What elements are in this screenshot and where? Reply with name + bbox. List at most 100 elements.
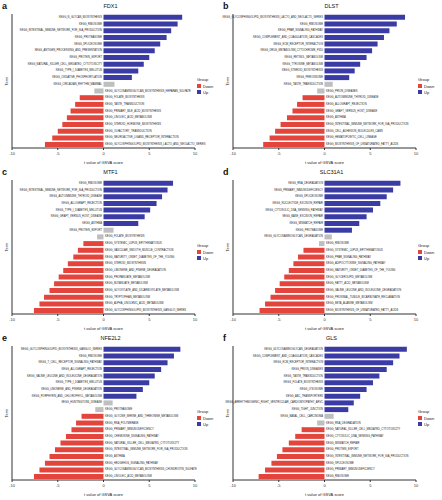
svg-text:KEGG_TYPE_I_DIABETES_MELLITUS: KEGG_TYPE_I_DIABETES_MELLITUS <box>56 68 103 72</box>
svg-text:-10: -10 <box>230 483 237 488</box>
svg-text:KEGG_DRUG_METABOLISM_CYTOCHROM: KEGG_DRUG_METABOLISM_CYTOCHROME_P450 <box>261 48 324 52</box>
svg-text:KEGG_ARRHYTHMOGENIC_RIGHT_VENT: KEGG_ARRHYTHMOGENIC_RIGHT_VENTRICULAR_CA… <box>226 400 324 404</box>
svg-text:Down: Down <box>203 250 213 255</box>
svg-text:Up: Up <box>203 90 209 95</box>
svg-text:Term: Term <box>225 408 230 418</box>
svg-text:Group: Group <box>197 77 209 82</box>
svg-text:-5: -5 <box>56 151 60 156</box>
svg-text:5: 5 <box>369 483 372 488</box>
svg-text:KEGG_ALLOGRAFT_REJECTION: KEGG_ALLOGRAFT_REJECTION <box>61 367 102 371</box>
svg-text:KEGG_NUCLEOTIDE_EXCISION_REPAI: KEGG_NUCLEOTIDE_EXCISION_REPAIR <box>273 201 324 205</box>
svg-text:10: 10 <box>193 151 198 156</box>
svg-text:KEGG_FOLATE_BIOSYNTHESIS: KEGG_FOLATE_BIOSYNTHESIS <box>105 234 145 238</box>
svg-text:KEGG_BUTANOATE_METABOLISM: KEGG_BUTANOATE_METABOLISM <box>105 281 148 285</box>
svg-text:0: 0 <box>102 483 105 488</box>
svg-text:0: 0 <box>323 317 326 322</box>
svg-text:Group: Group <box>197 243 209 248</box>
svg-text:MTF1: MTF1 <box>103 169 117 175</box>
svg-text:KEGG_PROTEASOME: KEGG_PROTEASOME <box>75 35 103 39</box>
svg-text:KEGG_ANTIGEN_PROCESSING_AND_PR: KEGG_ANTIGEN_PROCESSING_AND_PRESENTATION <box>35 48 102 52</box>
svg-text:10: 10 <box>414 483 419 488</box>
svg-text:KEGG_T_CELL_RECEPTOR_SIGNALING: KEGG_T_CELL_RECEPTOR_SIGNALING_PATHWAY <box>39 360 103 364</box>
svg-text:f: f <box>223 333 227 343</box>
svg-text:5: 5 <box>148 317 151 322</box>
svg-text:FDX1: FDX1 <box>103 3 117 9</box>
svg-text:KEGG_ECM_RECEPTOR_INTERACTION: KEGG_ECM_RECEPTOR_INTERACTION <box>273 360 323 364</box>
svg-text:SLC31A1: SLC31A1 <box>320 169 344 175</box>
svg-text:KEGG_AUTOIMMUNE_THYROID_DISEAS: KEGG_AUTOIMMUNE_THYROID_DISEASE <box>326 95 379 99</box>
svg-text:KEGG_MISMATCH_REPAIR: KEGG_MISMATCH_REPAIR <box>290 221 324 225</box>
svg-text:KEGG_TYPE_I_DIABETES_MELLITUS: KEGG_TYPE_I_DIABETES_MELLITUS <box>56 380 103 384</box>
svg-text:KEGG_PRIMARY_IMMUNODEFICIENCY: KEGG_PRIMARY_IMMUNODEFICIENCY <box>274 188 323 192</box>
svg-text:KEGG_CIRCADIAN_RHYTHM_MAMMAL: KEGG_CIRCADIAN_RHYTHM_MAMMAL <box>53 82 102 86</box>
svg-text:KEGG_SPLICEOSOME: KEGG_SPLICEOSOME <box>326 461 354 465</box>
svg-text:KEGG_SYSTEMIC_LUPUS_ERYTHEMATO: KEGG_SYSTEMIC_LUPUS_ERYTHEMATOSUS <box>326 248 383 252</box>
svg-text:KEGG_ALPHA_LINOLENIC_ACID_META: KEGG_ALPHA_LINOLENIC_ACID_METABOLISM <box>105 301 163 305</box>
svg-text:-5: -5 <box>56 317 60 322</box>
svg-text:KEGG_RETINOL_METABOLISM: KEGG_RETINOL_METABOLISM <box>285 55 323 59</box>
svg-text:KEGG_TASTE_TRANSDUCTION: KEGG_TASTE_TRANSDUCTION <box>284 82 323 86</box>
svg-text:KEGG_VASCULAR_SMOOTH_MUSCLE_CO: KEGG_VASCULAR_SMOOTH_MUSCLE_CONTRACTION <box>105 248 173 252</box>
svg-text:t value of GSVA score: t value of GSVA score <box>305 160 345 165</box>
svg-text:KEGG_GLYCOSAMINOGLYCAN_BIOSYNT: KEGG_GLYCOSAMINOGLYCAN_BIOSYNTHESIS_HEPA… <box>105 89 191 93</box>
svg-text:0: 0 <box>102 317 105 322</box>
svg-text:KEGG_SPLICEOSOME: KEGG_SPLICEOSOME <box>74 42 102 46</box>
svg-text:-5: -5 <box>277 483 281 488</box>
svg-text:KEGG_BETA_ALANINE_METABOLISM: KEGG_BETA_ALANINE_METABOLISM <box>326 301 372 305</box>
svg-text:KEGG_GLYCOSPHINGOLIPID_BIOSYNT: KEGG_GLYCOSPHINGOLIPID_BIOSYNTHESIS_LACT… <box>223 15 324 19</box>
svg-text:KEGG_NATURAL_KILLER_CELL_MEDIA: KEGG_NATURAL_KILLER_CELL_MEDIATED_CYTOTO… <box>326 427 401 431</box>
svg-text:-5: -5 <box>56 483 60 488</box>
svg-text:KEGG_LYSOSOME: KEGG_LYSOSOME <box>300 387 324 391</box>
svg-text:KEGG_BIOSYNTHESIS_OF_UNSATURAT: KEGG_BIOSYNTHESIS_OF_UNSATURATED_FATTY_A… <box>326 142 399 146</box>
svg-text:KEGG_RNA_DEGRADATION: KEGG_RNA_DEGRADATION <box>326 421 361 425</box>
svg-text:KEGG_PRION_DISEASES: KEGG_PRION_DISEASES <box>291 367 323 371</box>
svg-text:KEGG_INTESTINAL_IMMUNE_NETWORK: KEGG_INTESTINAL_IMMUNE_NETWORK_FOR_IGA_P… <box>20 188 102 192</box>
svg-text:KEGG_GLYCOSAMINOGLYCAN_DEGRADA: KEGG_GLYCOSAMINOGLYCAN_DEGRADATION <box>264 234 323 238</box>
svg-text:Down: Down <box>424 416 434 421</box>
svg-text:Term: Term <box>8 242 9 252</box>
svg-text:KEGG_RIBOSOME: KEGG_RIBOSOME <box>79 22 102 26</box>
svg-text:KEGG_STEROID_HORMONE_BIOSYNTHE: KEGG_STEROID_HORMONE_BIOSYNTHESIS <box>105 122 161 126</box>
svg-text:KEGG_COMPLEMENT_AND_COAGULATIO: KEGG_COMPLEMENT_AND_COAGULATION_CASCADES <box>253 354 323 358</box>
svg-text:KEGG_VALINE_LEUCINE_AND_ISOLEU: KEGG_VALINE_LEUCINE_AND_ISOLEUCINE_DEGRA… <box>27 374 102 378</box>
svg-text:0: 0 <box>323 483 326 488</box>
svg-text:KEGG_PEROXISOME: KEGG_PEROXISOME <box>297 75 324 79</box>
svg-text:KEGG_FATTY_ACID_METABOLISM: KEGG_FATTY_ACID_METABOLISM <box>326 281 369 285</box>
svg-text:KEGG_MATURITY_ONSET_DIABETES_O: KEGG_MATURITY_ONSET_DIABETES_OF_THE_YOUN… <box>105 255 174 259</box>
svg-text:Down: Down <box>203 84 213 89</box>
svg-text:KEGG_PROPANOATE_METABOLISM: KEGG_PROPANOATE_METABOLISM <box>105 275 150 279</box>
svg-text:-10: -10 <box>230 317 237 322</box>
svg-text:KEGG_GLYOXYLATE_AND_DICARBOXYL: KEGG_GLYOXYLATE_AND_DICARBOXYLATE_METABO… <box>105 288 179 292</box>
svg-text:Term: Term <box>225 76 230 86</box>
svg-text:KEGG_PROTEASOME: KEGG_PROTEASOME <box>105 407 133 411</box>
svg-text:KEGG_BASE_EXCISION_REPAIR: KEGG_BASE_EXCISION_REPAIR <box>282 214 323 218</box>
svg-text:0: 0 <box>323 151 326 156</box>
svg-text:-10: -10 <box>230 151 237 156</box>
svg-text:KEGG_TASTE_TRANSDUCTION: KEGG_TASTE_TRANSDUCTION <box>105 102 144 106</box>
svg-text:KEGG_GLYCEROLIPID_METABOLISM: KEGG_GLYCEROLIPID_METABOLISM <box>326 275 372 279</box>
svg-text:Up: Up <box>424 256 430 261</box>
svg-text:KEGG_RIBOSOME: KEGG_RIBOSOME <box>79 181 102 185</box>
svg-text:KEGG_INTESTINAL_IMMUNE_NETWORK: KEGG_INTESTINAL_IMMUNE_NETWORK_FOR_IGA_P… <box>20 28 102 32</box>
svg-text:KEGG_RIBOSOME: KEGG_RIBOSOME <box>326 474 349 478</box>
svg-text:KEGG_GLYCOSAMINOGLYCAN_DEGRADA: KEGG_GLYCOSAMINOGLYCAN_DEGRADATION <box>264 347 323 351</box>
svg-text:KEGG_ASTHMA: KEGG_ASTHMA <box>326 115 346 119</box>
svg-text:KEGG_PRION_DISEASES: KEGG_PRION_DISEASES <box>326 89 358 93</box>
svg-text:Term: Term <box>8 76 9 86</box>
svg-text:KEGG_INTESTINAL_IMMUNE_NETWORK: KEGG_INTESTINAL_IMMUNE_NETWORK_FOR_IGA_P… <box>105 447 187 451</box>
svg-text:KEGG_ASTHMA: KEGG_ASTHMA <box>82 221 102 225</box>
svg-text:t value of GSVA score: t value of GSVA score <box>84 160 124 165</box>
svg-text:t value of GSVA score: t value of GSVA score <box>84 492 124 497</box>
svg-text:KEGG_GLYCOSPHINGOLIPID_BIOSYNT: KEGG_GLYCOSPHINGOLIPID_BIOSYNTHESIS_GANG… <box>105 308 186 312</box>
svg-text:KEGG_FOLATE_BIOSYNTHESIS: KEGG_FOLATE_BIOSYNTHESIS <box>105 95 145 99</box>
svg-text:KEGG_PROTEIN_EXPORT: KEGG_PROTEIN_EXPORT <box>69 55 102 59</box>
svg-text:KEGG_HUNTINGTONS_DISEASE: KEGG_HUNTINGTONS_DISEASE <box>61 400 102 404</box>
svg-text:KEGG_VALINE_LEUCINE_AND_ISOLEU: KEGG_VALINE_LEUCINE_AND_ISOLEUCINE_DEGRA… <box>326 288 401 292</box>
svg-text:KEGG_RNA_DEGRADATION: KEGG_RNA_DEGRADATION <box>288 181 323 185</box>
svg-text:Term: Term <box>8 408 9 418</box>
svg-text:KEGG_SYSTEMIC_LUPUS_ERYTHEMATO: KEGG_SYSTEMIC_LUPUS_ERYTHEMATOSUS <box>105 241 162 245</box>
svg-text:KEGG_GRAFT_VERSUS_HOST_DISEASE: KEGG_GRAFT_VERSUS_HOST_DISEASE <box>326 109 377 113</box>
svg-text:KEGG_PRIMARY_BILE_ACID_BIOSYNT: KEGG_PRIMARY_BILE_ACID_BIOSYNTHESIS <box>105 109 161 113</box>
svg-text:d: d <box>223 167 229 177</box>
svg-text:KEGG_ECM_RECEPTOR_INTERACTION: KEGG_ECM_RECEPTOR_INTERACTION <box>273 42 323 46</box>
